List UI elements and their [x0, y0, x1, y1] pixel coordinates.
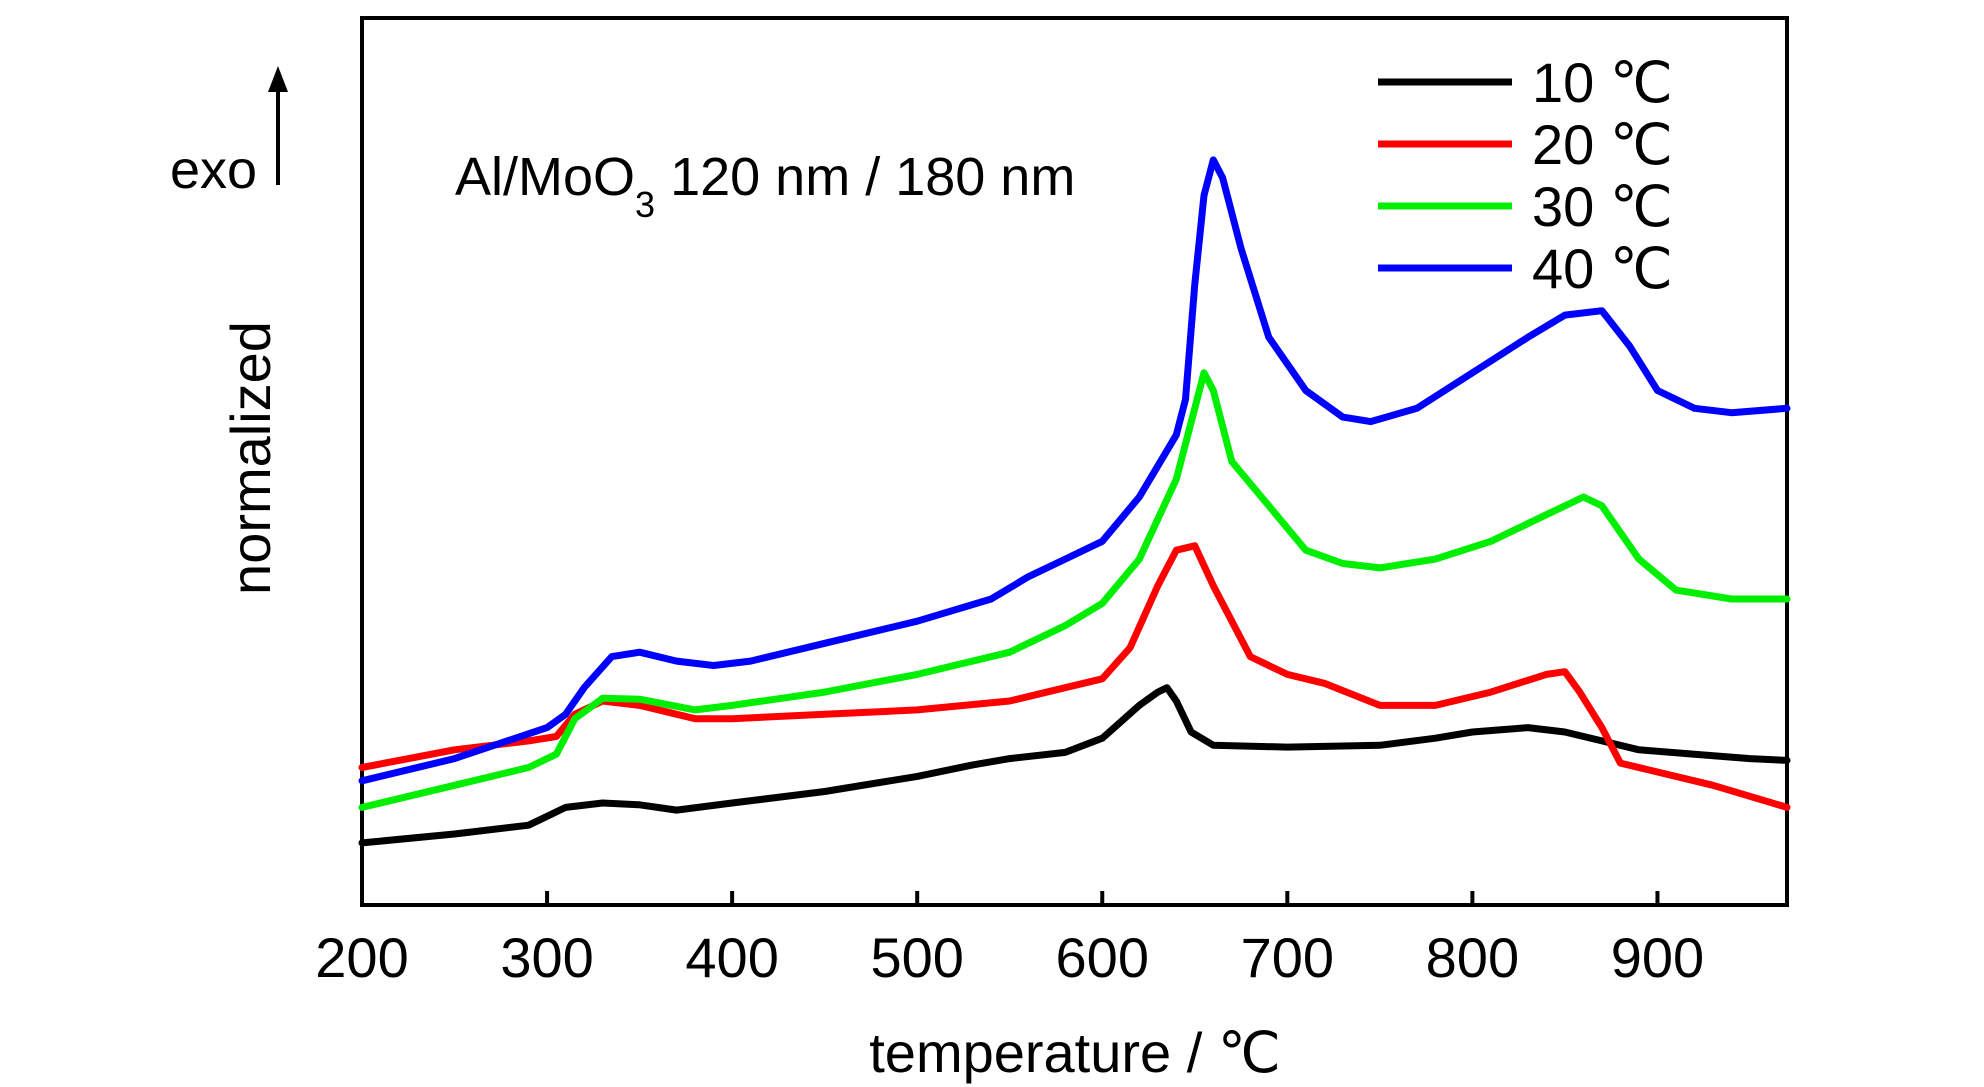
x-tick-label: 900	[1611, 926, 1704, 989]
y-axis-label: normalized	[219, 321, 282, 595]
x-tick-label: 700	[1241, 926, 1334, 989]
x-tick-label: 500	[870, 926, 963, 989]
x-tick-label: 200	[315, 926, 408, 989]
plot-frame	[360, 16, 1789, 907]
sample-annotation-suffix: 120 nm / 180 nm	[655, 147, 1075, 207]
x-tick-label: 300	[500, 926, 593, 989]
series-group	[358, 156, 1791, 847]
series-line-1	[358, 684, 1791, 847]
series-line-3	[358, 369, 1791, 811]
x-ticks: 200 300 400 500 600 700 800 900	[315, 891, 1704, 989]
legend-label-3: 30 ℃	[1532, 175, 1673, 238]
x-tick-label: 400	[685, 926, 778, 989]
legend-label-2: 20 ℃	[1532, 113, 1673, 176]
x-tick-label: 600	[1056, 926, 1149, 989]
legend-label-1: 10 ℃	[1532, 51, 1673, 114]
sample-annotation: Al/MoO3 120 nm / 180 nm	[455, 147, 1075, 225]
exo-indicator: exo	[170, 66, 288, 200]
x-tick-label: 800	[1426, 926, 1519, 989]
x-axis-label: temperature / ℃	[869, 1021, 1281, 1084]
exo-label: exo	[170, 140, 257, 200]
series-line-4	[358, 156, 1791, 785]
legend: 10 ℃20 ℃30 ℃40 ℃	[1378, 51, 1673, 300]
sample-annotation-prefix: Al/MoO	[455, 147, 635, 207]
sample-annotation-subscript: 3	[635, 184, 655, 225]
exo-arrow-head-icon	[268, 66, 288, 92]
series-line-2	[358, 542, 1791, 811]
legend-label-4: 40 ℃	[1532, 237, 1673, 300]
